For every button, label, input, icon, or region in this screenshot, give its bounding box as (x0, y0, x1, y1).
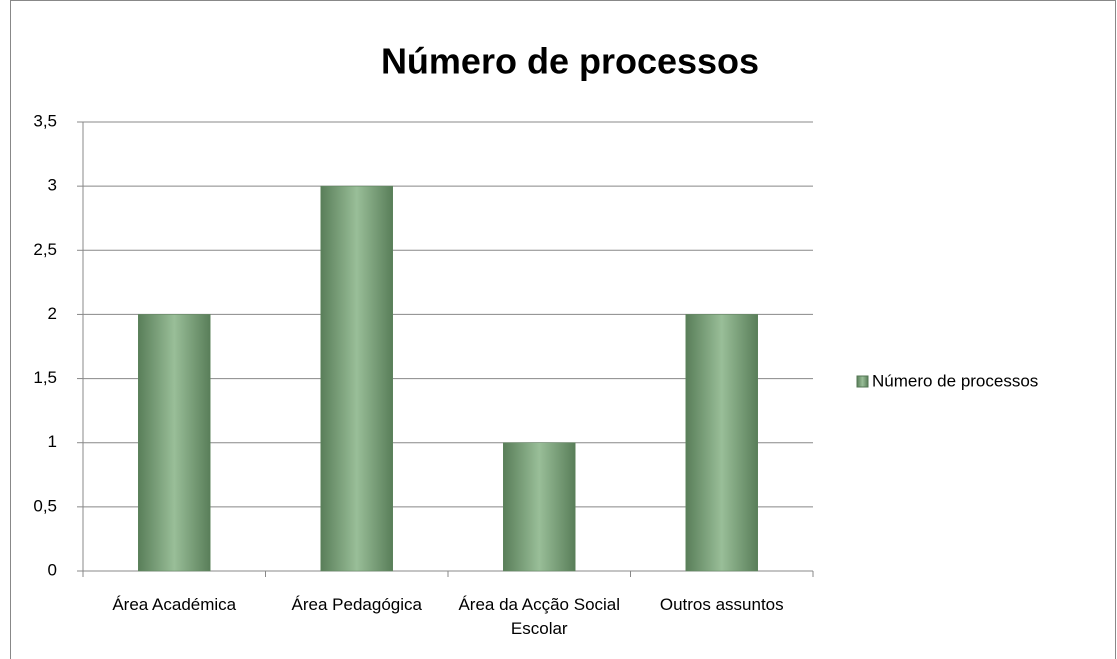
bar (138, 314, 211, 572)
legend-swatch (856, 375, 869, 388)
x-tick-label: Área da Acção Social Escolar (458, 595, 621, 638)
y-tick-label: 3 (48, 176, 57, 195)
x-tick-label: Área Académica (112, 595, 237, 614)
y-tick-label: 1,5 (33, 368, 57, 387)
legend-label: Número de processos (872, 371, 1038, 390)
y-tick-label: 0 (48, 560, 57, 579)
chart-title: Número de processos (381, 41, 759, 82)
x-tick-label: Outros assuntos (659, 595, 784, 614)
bar (320, 185, 393, 572)
y-tick-label: 3,5 (33, 111, 57, 130)
y-tick-label: 2 (48, 304, 57, 323)
y-tick-label: 1 (48, 432, 57, 451)
y-tick-label: 0,5 (33, 496, 57, 515)
y-tick-label: 2,5 (33, 240, 57, 259)
bar (685, 314, 758, 572)
x-tick-label: Área Pedagógica (291, 595, 422, 614)
bar (503, 442, 576, 572)
chart-border (10, 0, 1116, 659)
